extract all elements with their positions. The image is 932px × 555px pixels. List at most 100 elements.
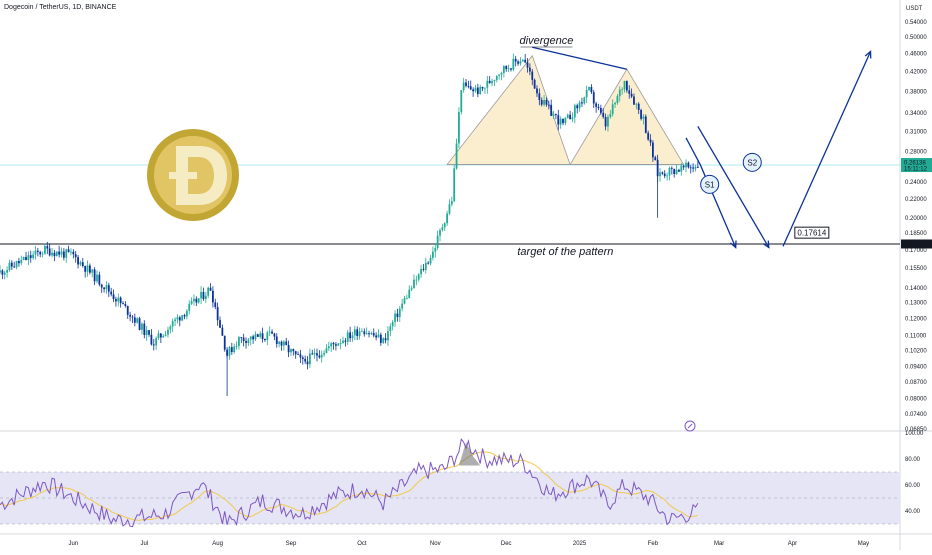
candle-body <box>93 269 96 282</box>
candle <box>159 332 162 344</box>
candle <box>282 340 285 351</box>
candle-body <box>259 333 262 337</box>
candle-body <box>382 338 385 343</box>
candle-body <box>235 346 238 347</box>
candle <box>625 80 628 93</box>
candle-body <box>550 104 553 116</box>
candle <box>238 335 240 350</box>
chart-title: Dogecoin / TetherUS, 1D, BINANCE <box>4 4 117 11</box>
candle <box>611 99 614 117</box>
candle <box>209 283 212 291</box>
candle-body <box>65 249 68 258</box>
candle-body <box>53 252 56 257</box>
candle-body <box>514 58 517 62</box>
candle-body <box>100 284 103 288</box>
candle-body <box>131 316 134 318</box>
candle <box>467 80 470 89</box>
candle-body <box>124 304 127 307</box>
candle-body <box>103 287 105 290</box>
candle-body <box>621 89 624 91</box>
candle <box>249 336 252 346</box>
candle-body <box>3 272 6 275</box>
candle-body <box>325 348 328 353</box>
candle-body <box>476 87 479 95</box>
candle <box>332 341 335 350</box>
candle <box>266 330 269 346</box>
candle-body <box>84 266 87 272</box>
candle <box>214 298 217 310</box>
candle <box>687 161 690 169</box>
candle-body <box>112 294 115 299</box>
candle-body <box>351 335 354 339</box>
candle-body <box>337 343 340 346</box>
candle-body <box>455 143 458 169</box>
time-axis-label: Jul <box>140 541 148 547</box>
candle <box>413 274 415 289</box>
candle-body <box>581 102 583 104</box>
candle-body <box>245 340 247 343</box>
price-tick-label: 0.11000 <box>905 334 927 340</box>
price-tick-label: 0.18500 <box>905 231 927 237</box>
candle <box>644 114 647 134</box>
candle <box>372 328 375 338</box>
candle <box>387 326 389 346</box>
candle <box>351 331 354 342</box>
candle <box>559 116 562 129</box>
candle <box>472 87 475 97</box>
candle-body <box>44 246 46 254</box>
time-axis-label: Jun <box>68 541 78 547</box>
candle <box>245 337 247 349</box>
candle <box>661 171 664 175</box>
candle-body <box>138 318 141 330</box>
candle-body <box>552 114 555 116</box>
candle-body <box>585 89 588 98</box>
candle <box>432 246 434 261</box>
candle <box>124 301 127 308</box>
candle-body <box>623 80 626 90</box>
candle <box>547 100 550 110</box>
candle <box>259 330 262 339</box>
candle-body <box>654 157 657 161</box>
candle-body <box>98 274 101 285</box>
candle-body <box>434 248 437 252</box>
candle <box>190 297 193 306</box>
candle <box>228 345 231 360</box>
candle-body <box>212 290 214 303</box>
candle-body <box>290 349 292 353</box>
candle <box>72 249 75 259</box>
candle-body <box>176 317 179 320</box>
candle-body <box>595 103 598 107</box>
price-tick-label: 0.50000 <box>905 35 927 41</box>
candle-body <box>486 80 489 88</box>
candle <box>543 95 545 107</box>
candle <box>252 334 255 344</box>
candle-body <box>439 230 441 236</box>
target-label: target of the pattern <box>517 246 613 258</box>
projection-arrow-rebound <box>782 51 872 247</box>
candle <box>486 75 489 94</box>
candle <box>476 83 479 98</box>
candle-body <box>70 251 72 253</box>
candle <box>145 325 148 341</box>
price-axis-currency: USDT <box>906 6 923 12</box>
candle <box>427 261 430 265</box>
candle-body <box>353 329 356 336</box>
candle-body <box>405 297 408 299</box>
candle <box>167 326 169 338</box>
replay-icon[interactable] <box>684 420 696 432</box>
candle-body <box>692 167 695 169</box>
candle <box>502 65 505 78</box>
time-axis-label: Sep <box>286 541 297 547</box>
candle <box>417 273 420 282</box>
candle-body <box>164 334 167 336</box>
candle-body <box>152 344 155 346</box>
candle <box>592 89 595 109</box>
candle-body <box>304 358 307 362</box>
candle-body <box>107 285 110 292</box>
rsi-tick-label: 100.00 <box>905 431 924 437</box>
candle <box>330 342 333 352</box>
candle-body <box>391 321 394 327</box>
candle <box>618 86 621 102</box>
